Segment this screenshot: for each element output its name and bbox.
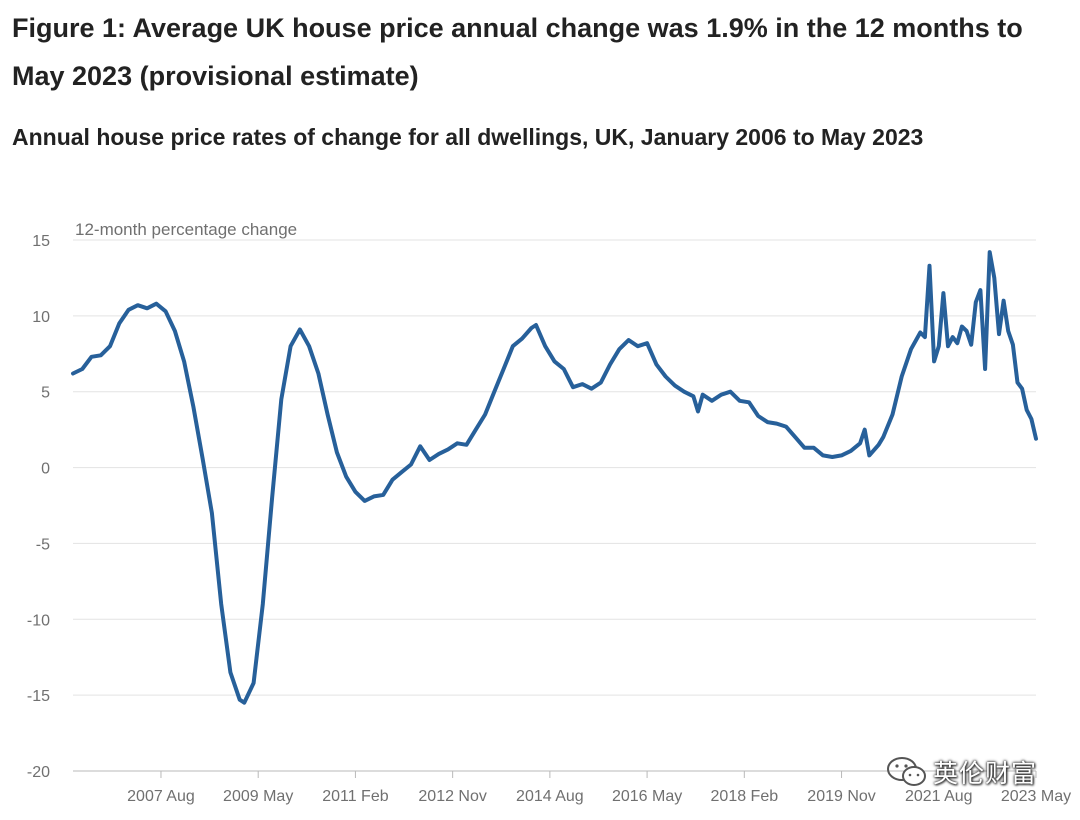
y-tick-label: 15 xyxy=(32,233,50,250)
x-tick-label: 2019 Nov xyxy=(807,788,876,805)
wechat-icon xyxy=(887,757,926,786)
y-tick-label: 0 xyxy=(41,461,50,478)
x-tick-label: 2009 May xyxy=(223,788,293,805)
gridlines xyxy=(73,239,1036,772)
x-tick-label: 2018 Feb xyxy=(711,788,779,805)
figure-subtitle: Annual house price rates of change for a… xyxy=(12,124,924,150)
series-line xyxy=(71,250,1038,705)
y-tick-label: 10 xyxy=(32,309,50,326)
x-tick-label: 2023 May xyxy=(1001,788,1071,805)
watermark: 英伦财富 xyxy=(885,752,1037,792)
y-tick-label: -15 xyxy=(27,688,50,705)
x-tick-label: 2007 Aug xyxy=(127,788,195,805)
series-layer xyxy=(71,250,1038,705)
x-tick-label: 2012 Nov xyxy=(418,788,487,805)
x-tick-label: 2021 Aug xyxy=(905,788,973,805)
y-tick-label: -20 xyxy=(27,764,50,781)
figure-title: Figure 1: Average UK house price annual … xyxy=(12,13,1023,91)
x-tick-label: 2016 May xyxy=(612,788,682,805)
x-axis-ticks: 2007 Aug 2009 May 2011 Feb 2012 Nov 2014 Aug… xyxy=(127,771,1071,805)
watermark-text: 英伦财富 xyxy=(933,759,1038,788)
y-tick-label: -10 xyxy=(27,612,50,629)
x-tick-label: 2014 Aug xyxy=(516,788,584,805)
x-tick-label: 2011 Feb xyxy=(322,788,389,805)
y-tick-label: 5 xyxy=(41,385,50,402)
y-axis-ticks: 15 10 5 0 -5 -10 -15 -20 xyxy=(27,233,50,781)
y-tick-label: -5 xyxy=(36,536,50,553)
y-axis-label: 12-month percentage change xyxy=(75,220,297,239)
